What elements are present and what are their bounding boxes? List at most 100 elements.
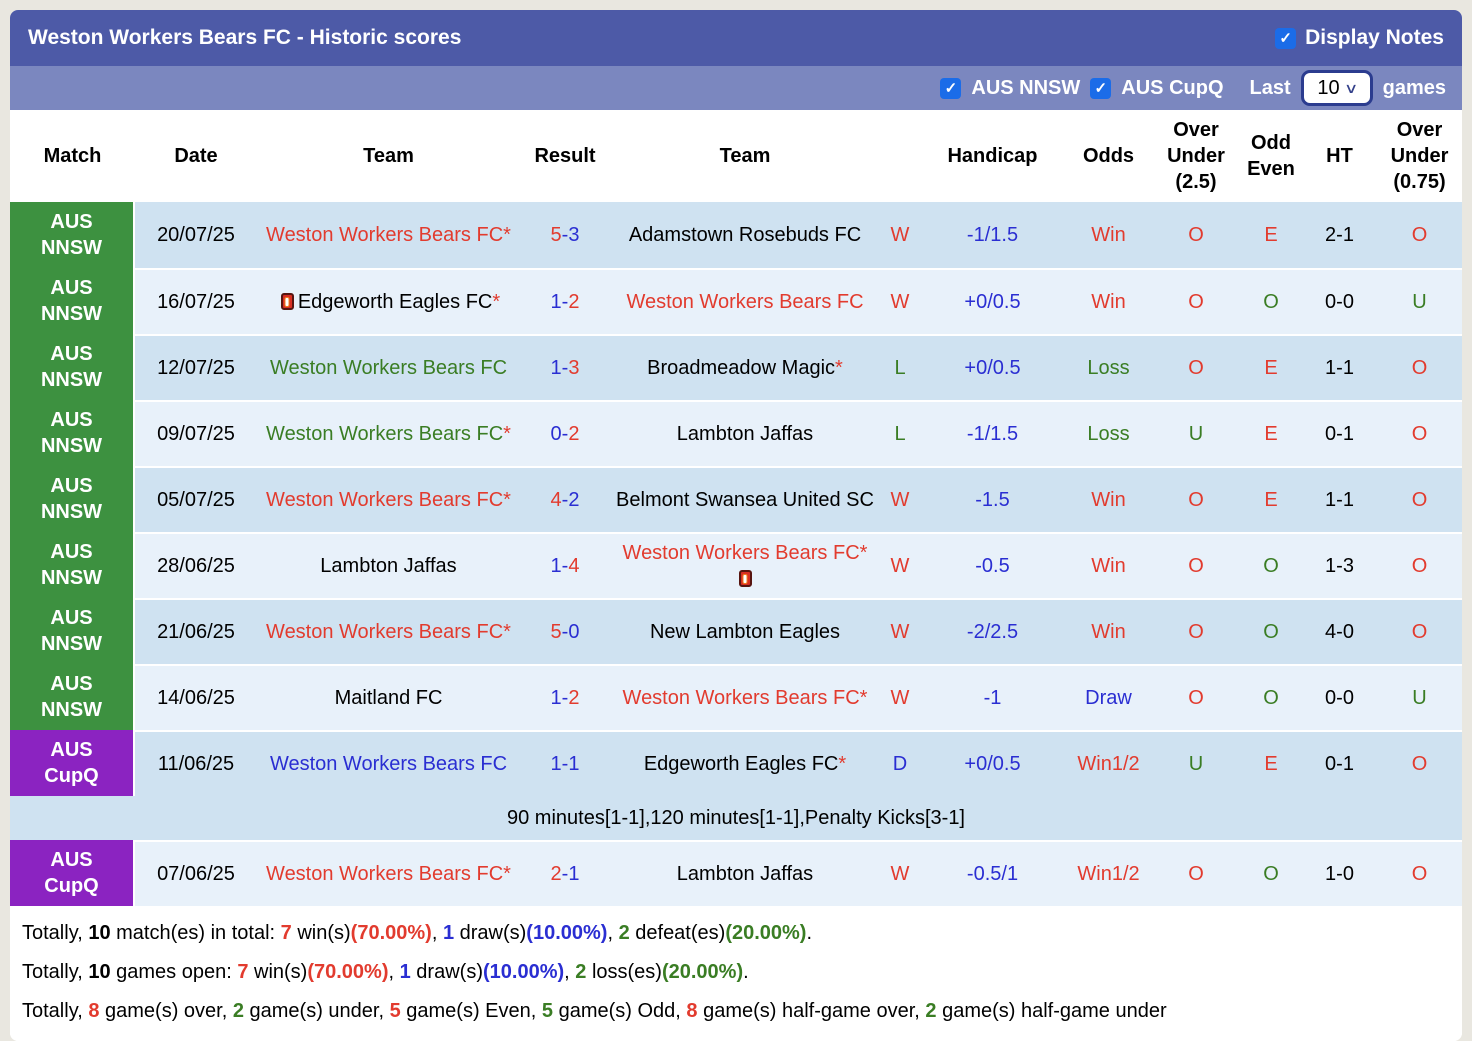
over-under-075-value: U [1377, 268, 1462, 334]
handicap-value: -0.5/1 [920, 840, 1065, 906]
over-under-25-value: U [1152, 400, 1240, 466]
home-score: 2 [550, 863, 562, 885]
away-team-star: * [838, 753, 847, 775]
match-date: 05/07/25 [135, 466, 257, 532]
league-line1: AUS [50, 607, 93, 629]
home-team-name: Weston Workers Bears FC [266, 489, 504, 511]
league-badge: AUS NNSW [10, 334, 135, 400]
summary-segment: (10.00%) [482, 961, 565, 983]
table-body: AUS NNSW 20/07/25 Weston Workers Bears F… [10, 202, 1462, 906]
handicap-result: W [880, 840, 920, 906]
chevron-down-icon: ∨ [1343, 79, 1358, 96]
summary-segment: game(s) half-game under [936, 1000, 1167, 1022]
summary-segment: draw(s) [410, 961, 483, 983]
home-team-name: Weston Workers Bears FC [269, 753, 508, 775]
summary-segment: 2 [618, 922, 630, 944]
summary-segment: Totally, [22, 922, 89, 944]
away-team-name: Belmont Swansea United SC [616, 489, 874, 511]
odd-even-value: O [1240, 598, 1302, 664]
over-under-075-value: O [1377, 598, 1462, 664]
away-score: 2 [568, 423, 580, 445]
away-team: New Lambton Eagles [610, 598, 880, 664]
page-title: Weston Workers Bears FC - Historic score… [28, 26, 462, 49]
aus-nnsw-checkbox[interactable]: ✓ [940, 77, 962, 99]
away-score: 2 [568, 291, 580, 313]
odd-even-value: E [1240, 400, 1302, 466]
match-result: 5-3 [520, 202, 610, 268]
over-under-25-value: O [1152, 334, 1240, 400]
league-line1: AUS [50, 541, 93, 563]
summary-segment: . [806, 922, 813, 944]
home-team: Weston Workers Bears FC* [257, 598, 520, 664]
away-team: Weston Workers Bears FC* [610, 532, 880, 598]
half-time-score: 1-3 [1302, 532, 1377, 598]
match-date: 09/07/25 [135, 400, 257, 466]
league-line1: AUS [50, 475, 93, 497]
aus-cupq-checkbox[interactable]: ✓ [1090, 77, 1112, 99]
summary-segment: game(s) Even, [400, 1000, 542, 1022]
col-odd-even: Odd Even [1247, 132, 1295, 180]
score-dash: - [561, 863, 569, 885]
games-count-value: 10 [1317, 76, 1340, 99]
odd-even-value: O [1240, 664, 1302, 730]
match-result: 2-1 [520, 840, 610, 906]
summary-segment: 8 [686, 1000, 698, 1022]
home-team-name: Edgeworth Eagles FC [297, 291, 493, 313]
half-time-score: 2-1 [1302, 202, 1377, 268]
summary-segment: game(s) Odd, [553, 1000, 687, 1022]
handicap-value: -1 [920, 664, 1065, 730]
summary-segment: game(s) over, [99, 1000, 233, 1022]
away-score: 2 [568, 687, 580, 709]
table-header: Match Date Team Result Team Handicap Odd… [10, 110, 1462, 202]
home-team-star: * [503, 224, 511, 246]
match-result: 5-0 [520, 598, 610, 664]
handicap-value: -1/1.5 [920, 202, 1065, 268]
league-badge: AUS CupQ [10, 730, 135, 796]
league-line1: AUS [50, 673, 93, 695]
home-team-star: * [503, 489, 511, 511]
games-count-select[interactable]: 10 ∨ [1300, 70, 1373, 106]
handicap-result: L [880, 400, 920, 466]
summary-segment: win(s) [248, 961, 308, 983]
col-over-under-25: Over Under (2.5) [1167, 119, 1225, 193]
over-under-25-value: O [1152, 202, 1240, 268]
home-team: Weston Workers Bears FC [257, 334, 520, 400]
home-score: 1 [550, 687, 562, 709]
display-notes-checkbox[interactable]: ✓ [1275, 27, 1297, 49]
away-team-star: * [835, 357, 843, 379]
half-time-score: 0-1 [1302, 400, 1377, 466]
home-team: Maitland FC [257, 664, 520, 730]
handicap-result: W [880, 202, 920, 268]
handicap-value: -0.5 [920, 532, 1065, 598]
home-team: Weston Workers Bears FC [257, 730, 520, 796]
summary-segment: (70.00%) [307, 961, 389, 983]
league-line1: AUS [50, 343, 93, 365]
away-team: Weston Workers Bears FC* [610, 664, 880, 730]
last-label: Last [1249, 76, 1291, 99]
away-team-name: New Lambton Eagles [649, 621, 841, 643]
summary-segment: 5 [389, 1000, 401, 1022]
summary-segment: draw(s) [454, 922, 527, 944]
over-under-25-value: O [1152, 532, 1240, 598]
summary-segment: , [607, 922, 619, 944]
summary-segment: 1 [399, 961, 411, 983]
home-team: Edgeworth Eagles FC* [257, 268, 520, 334]
games-label: games [1382, 76, 1446, 99]
home-score: 4 [550, 489, 562, 511]
league-badge: AUS NNSW [10, 466, 135, 532]
over-under-075-value: U [1377, 664, 1462, 730]
match-date: 28/06/25 [135, 532, 257, 598]
col-date: Date [174, 145, 218, 167]
summary-segment: defeat(es) [629, 922, 726, 944]
match-result: 1-2 [520, 268, 610, 334]
summary-segment: match(es) in total: [110, 922, 281, 944]
odd-even-value: E [1240, 334, 1302, 400]
summary-segment: (70.00%) [350, 922, 432, 944]
match-result: 1-3 [520, 334, 610, 400]
league-line1: AUS [50, 849, 93, 871]
league-badge: AUS NNSW [10, 268, 135, 334]
away-team-name: Lambton Jaffas [676, 423, 814, 445]
summary-segment: 10 [88, 961, 111, 983]
league-badge: AUS NNSW [10, 532, 135, 598]
odds-result: Loss [1065, 400, 1152, 466]
